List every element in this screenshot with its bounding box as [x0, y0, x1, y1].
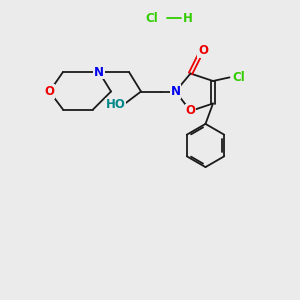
Text: H: H — [183, 11, 192, 25]
Text: HO: HO — [106, 98, 125, 112]
Text: N: N — [170, 85, 181, 98]
Text: O: O — [44, 85, 55, 98]
Text: Cl: Cl — [145, 11, 158, 25]
Text: N: N — [94, 65, 104, 79]
Text: Cl: Cl — [233, 71, 245, 84]
Text: O: O — [198, 44, 208, 57]
Text: O: O — [185, 104, 196, 118]
